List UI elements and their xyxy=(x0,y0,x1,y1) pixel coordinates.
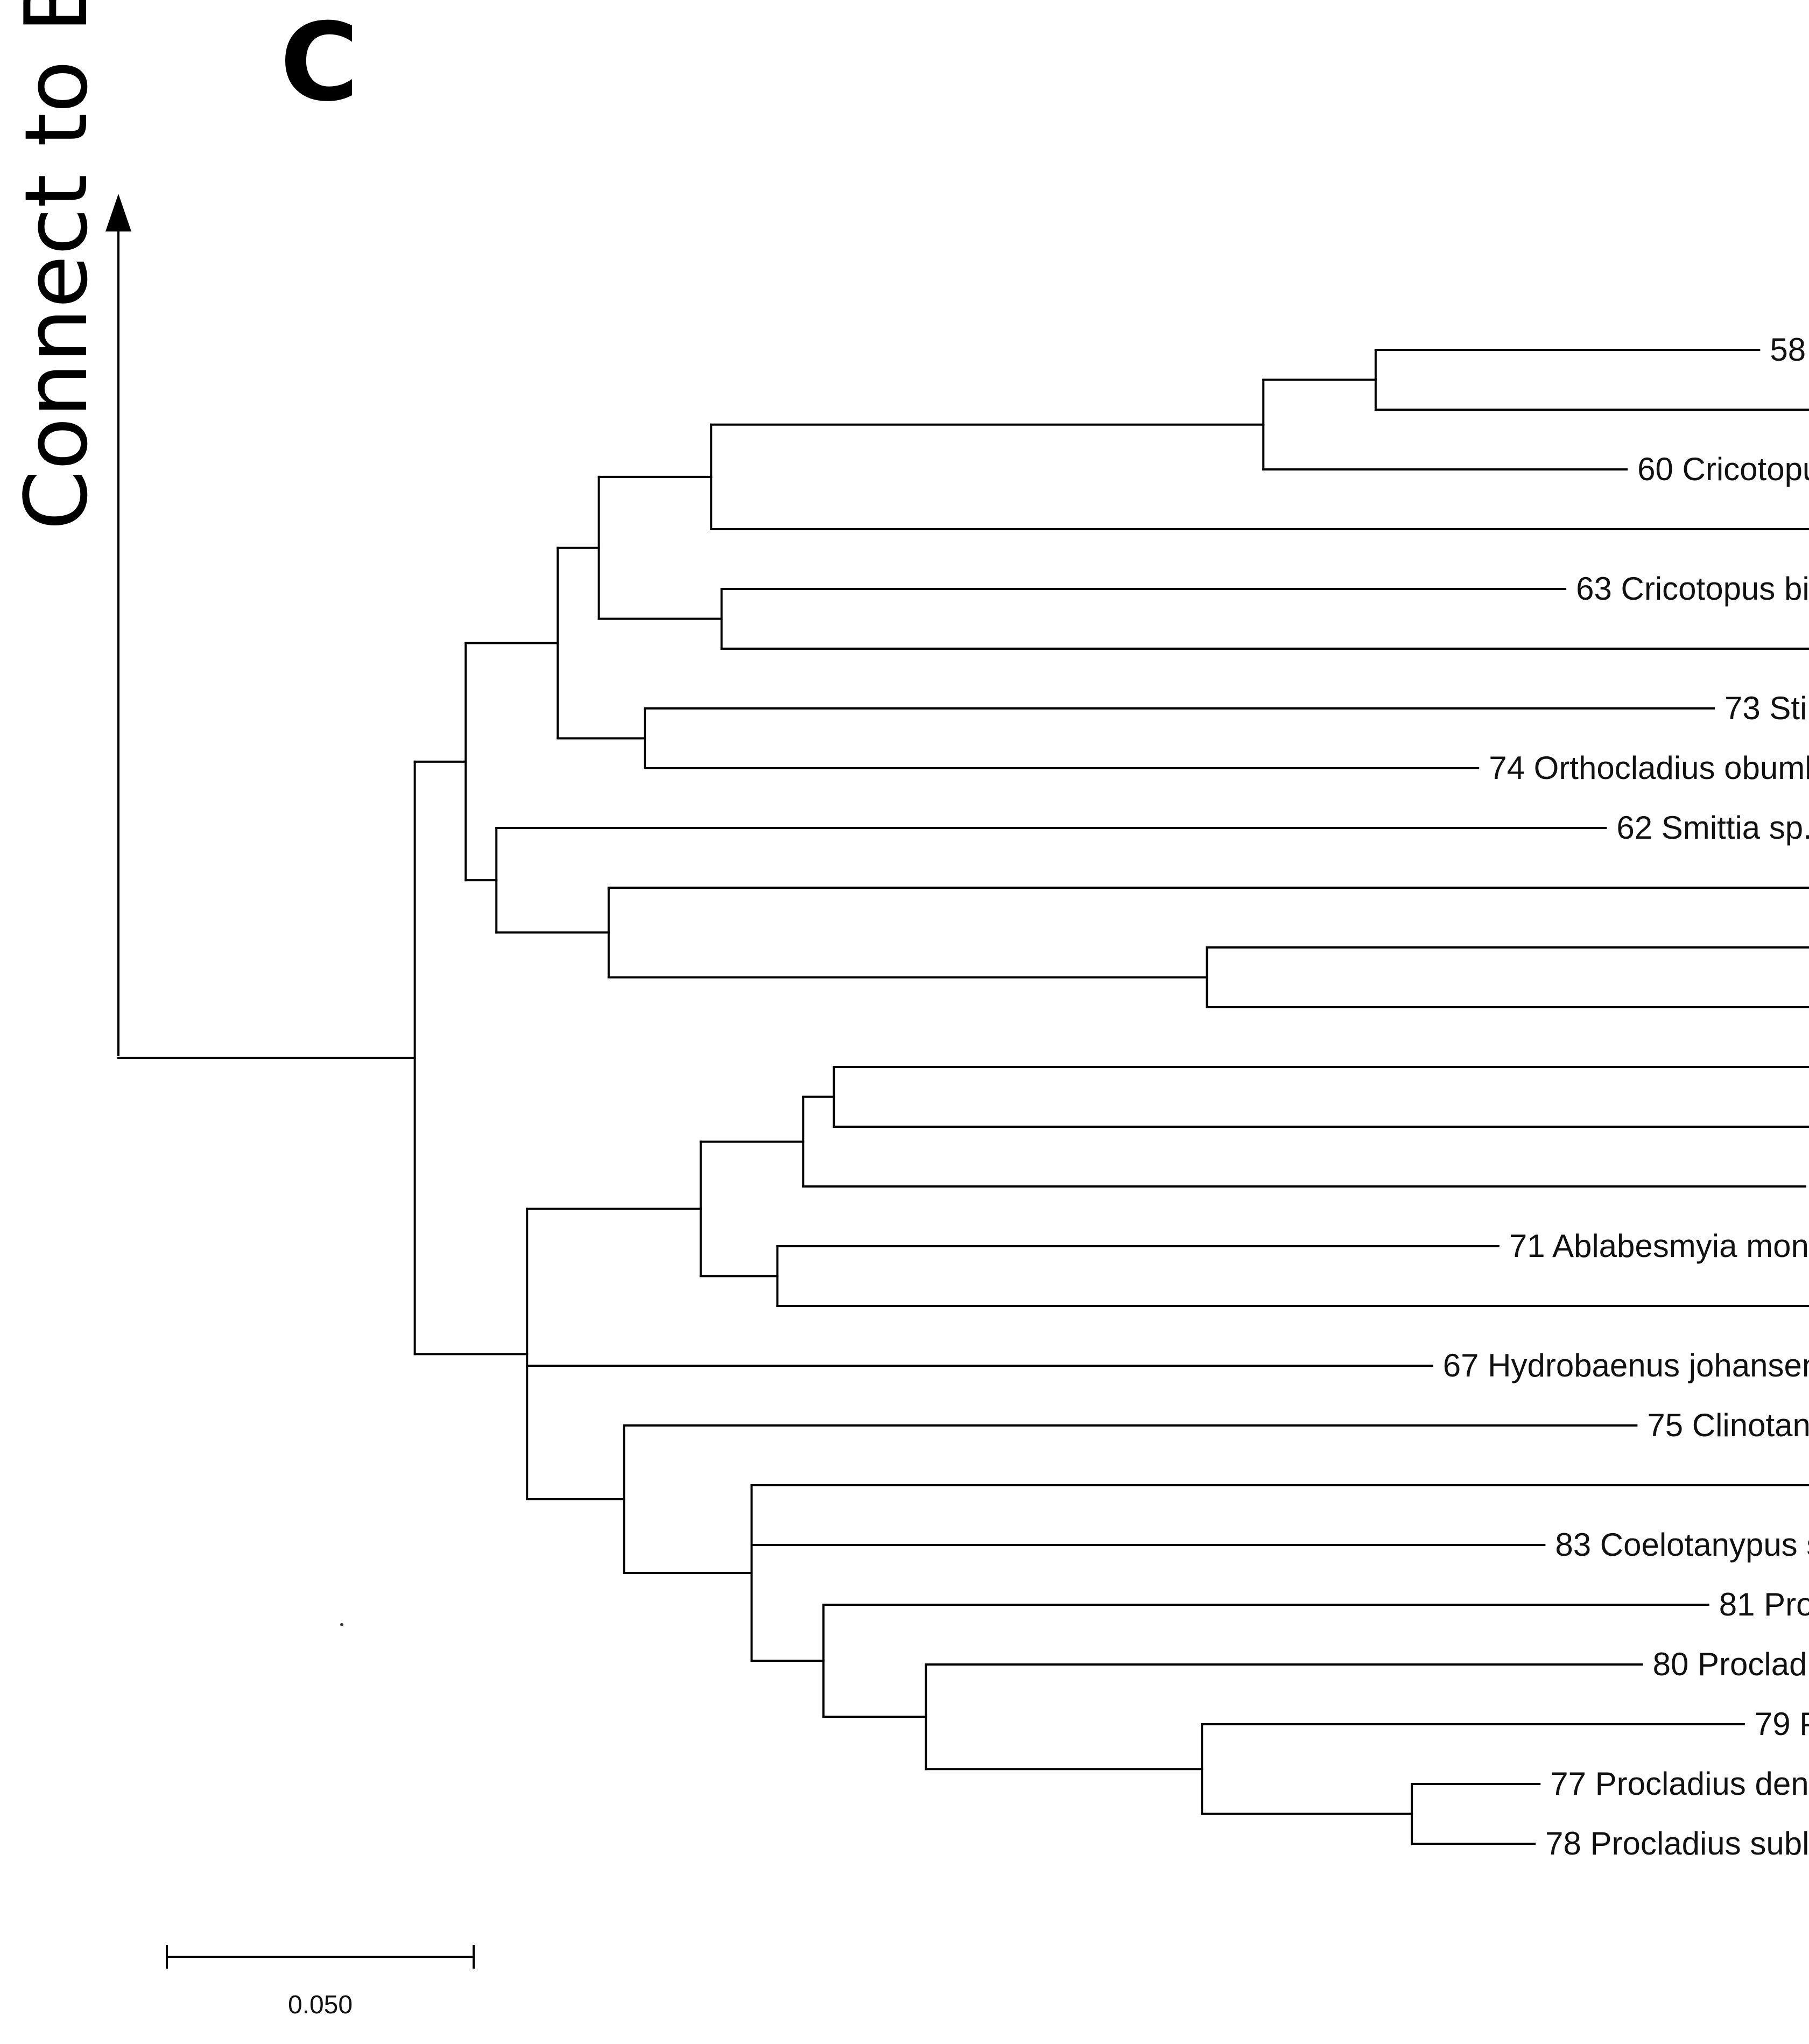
connect-to-b-label: Connect to B xyxy=(6,0,107,530)
stray-dot xyxy=(340,1623,343,1626)
leaf-label-78: 78 Procladius sublettei LE061014SB x2A10… xyxy=(1545,1825,1809,1862)
leaf-label-60: 60 Cricotopus festivellus BIA042915S2 x2… xyxy=(1637,451,1809,487)
connect-arrow-head xyxy=(105,194,131,231)
tree-branches xyxy=(117,349,1809,1845)
leaf-label-79: 79 Procladius freemani MT013141 x1A xyxy=(1755,1706,1809,1742)
leaf-labels: 58 Cricotopus sylvestris LE062414SL x2A7… xyxy=(1443,332,1809,1862)
panel-label: C xyxy=(280,0,359,125)
leaf-label-77: 77 Procladius denticulatus 91TH x1A21L xyxy=(1550,1766,1809,1802)
leaf-label-63: 63 Cricotopus bicinctus gr. 1SMY71212 x3… xyxy=(1576,571,1809,607)
leaf-label-80: 80 Procladius bellus LE060515SCC x1A xyxy=(1653,1646,1809,1682)
leaf-label-75: 75 Clinotanypus sp. 1SNE82812 x1L xyxy=(1647,1407,1809,1443)
scale-bar-label: 0.050 xyxy=(288,1991,353,2019)
leaf-label-58: 58 Cricotopus sylvestris LE062414SL x2A7… xyxy=(1770,332,1809,368)
scale-bar: 0.050 xyxy=(166,1945,475,2019)
leaf-label-81: 81 Procladius bellus 93TH x2A17L xyxy=(1719,1586,1809,1622)
leaf-label-83: 83 Coelotanypus scapularis 131TH x2A60L* xyxy=(1555,1527,1809,1563)
leaf-label-62: 62 Smittia sp. MT526141 x1L xyxy=(1616,810,1809,846)
leaf-label-74: 74 Orthocladius obumbratus LM101014S2 x1… xyxy=(1489,750,1809,786)
leaf-label-71: 71 Ablabesmyia monilis BIA042915S1 x1A xyxy=(1509,1228,1809,1264)
leaf-label-73: 73 Stilocladius sp. MT526142 x1L xyxy=(1724,690,1809,726)
leaf-label-67: 67 Hydrobaenus johansenni MT356614 x2A xyxy=(1443,1347,1809,1383)
